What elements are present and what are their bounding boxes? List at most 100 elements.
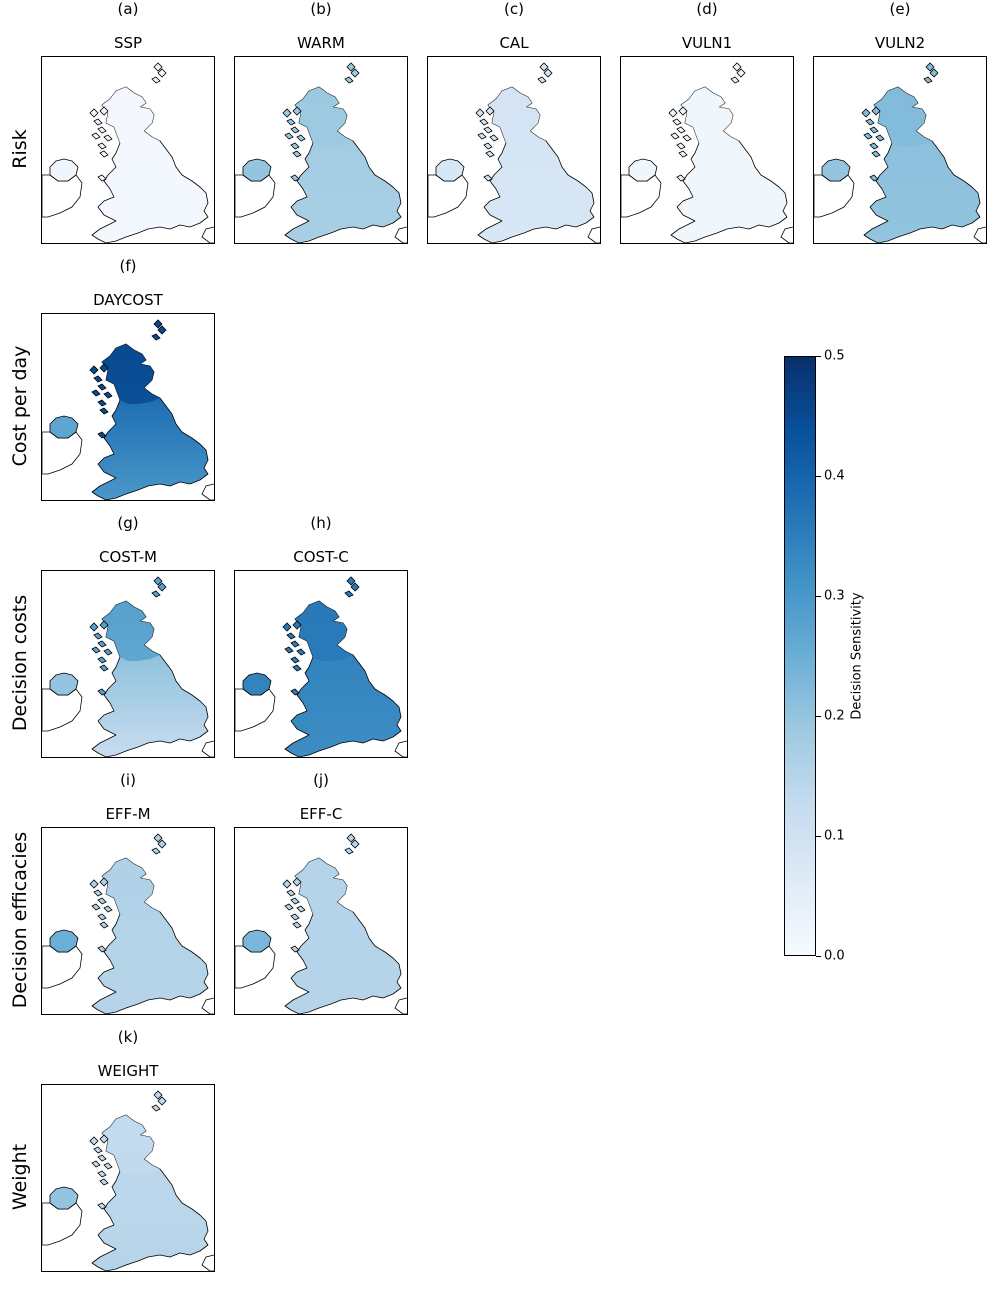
island bbox=[151, 1104, 161, 1112]
scotland-region bbox=[488, 87, 546, 147]
island bbox=[97, 142, 107, 150]
island bbox=[99, 664, 109, 672]
island bbox=[93, 1146, 103, 1154]
france-coastline bbox=[394, 226, 407, 243]
island bbox=[282, 879, 292, 889]
island bbox=[865, 118, 875, 126]
northern-ireland-region bbox=[242, 672, 272, 696]
island bbox=[292, 620, 302, 630]
panel-letter: (f) bbox=[119, 257, 137, 275]
france-coastline bbox=[201, 740, 214, 757]
island bbox=[869, 174, 879, 182]
northern-ireland-region bbox=[242, 929, 272, 953]
island bbox=[282, 622, 292, 632]
island bbox=[489, 134, 499, 142]
island bbox=[157, 68, 167, 78]
panel-title: SSP bbox=[113, 34, 143, 52]
island bbox=[157, 582, 167, 592]
row-label-text: Decision efficacies bbox=[9, 831, 31, 1009]
island bbox=[284, 903, 294, 911]
france-coastline bbox=[201, 483, 214, 500]
island bbox=[292, 921, 302, 929]
panel-letter: (e) bbox=[889, 0, 911, 18]
colorbar-label: Decision Sensitivity bbox=[849, 592, 865, 720]
uk-map bbox=[814, 62, 986, 243]
uk-map bbox=[42, 576, 214, 757]
island bbox=[286, 632, 296, 640]
uk-map bbox=[42, 62, 214, 243]
island bbox=[296, 905, 306, 913]
island bbox=[290, 142, 300, 150]
panel-title: COST-M bbox=[99, 548, 157, 566]
scotland-region bbox=[295, 858, 353, 918]
france-coastline bbox=[201, 997, 214, 1014]
map-frame bbox=[620, 56, 794, 244]
island bbox=[91, 1160, 101, 1168]
map-frame bbox=[234, 570, 408, 758]
map-frame bbox=[234, 56, 408, 244]
scotland-region bbox=[102, 601, 160, 661]
island bbox=[875, 134, 885, 142]
northern-ireland-region bbox=[49, 929, 79, 953]
panel-letter: (c) bbox=[504, 0, 524, 18]
row-label-text: Cost per day bbox=[9, 345, 31, 467]
map-frame bbox=[41, 570, 215, 758]
island bbox=[483, 142, 493, 150]
island bbox=[292, 150, 302, 158]
panel-letter: (j) bbox=[313, 771, 329, 789]
island bbox=[97, 1170, 107, 1178]
island bbox=[284, 132, 294, 140]
island bbox=[483, 174, 493, 182]
island bbox=[151, 76, 161, 84]
island bbox=[676, 174, 686, 182]
colorbar-tick-label: 0.3 bbox=[824, 588, 845, 604]
island bbox=[485, 150, 495, 158]
island bbox=[676, 126, 686, 134]
map-frame bbox=[427, 56, 601, 244]
island bbox=[730, 76, 740, 84]
island bbox=[543, 68, 553, 78]
island bbox=[346, 833, 356, 843]
island bbox=[479, 118, 489, 126]
island bbox=[290, 945, 300, 953]
island bbox=[97, 174, 107, 182]
uk-map bbox=[42, 319, 214, 500]
island bbox=[929, 68, 939, 78]
uk-map bbox=[42, 833, 214, 1014]
island bbox=[151, 590, 161, 598]
island bbox=[344, 590, 354, 598]
scotland-region bbox=[102, 344, 160, 404]
island bbox=[292, 106, 302, 116]
panel-title: DAYCOST bbox=[93, 291, 163, 309]
island bbox=[153, 319, 163, 329]
island bbox=[93, 375, 103, 383]
island bbox=[483, 126, 493, 134]
panel-title: CAL bbox=[499, 34, 529, 52]
row-label-text: Weight bbox=[9, 1143, 31, 1211]
island bbox=[290, 656, 300, 664]
island bbox=[668, 108, 678, 118]
island bbox=[477, 132, 487, 140]
row-label-text: Decision costs bbox=[9, 594, 31, 732]
northern-ireland-region bbox=[821, 158, 851, 182]
island bbox=[871, 106, 881, 116]
island bbox=[350, 839, 360, 849]
island bbox=[97, 913, 107, 921]
island bbox=[869, 142, 879, 150]
panel-title: WARM bbox=[297, 34, 345, 52]
island bbox=[103, 391, 113, 399]
colorbar-tick-label: 0.5 bbox=[824, 348, 845, 364]
map-frame bbox=[41, 827, 215, 1015]
island bbox=[97, 656, 107, 664]
island bbox=[346, 576, 356, 586]
uk-map bbox=[621, 62, 793, 243]
panel-letter: (h) bbox=[310, 514, 332, 532]
island bbox=[290, 640, 300, 648]
island bbox=[89, 365, 99, 375]
island bbox=[99, 407, 109, 415]
island bbox=[670, 132, 680, 140]
island bbox=[99, 363, 109, 373]
colorbar-tick-label: 0.4 bbox=[824, 468, 845, 484]
row-label-text: Risk bbox=[9, 129, 31, 169]
island bbox=[290, 174, 300, 182]
